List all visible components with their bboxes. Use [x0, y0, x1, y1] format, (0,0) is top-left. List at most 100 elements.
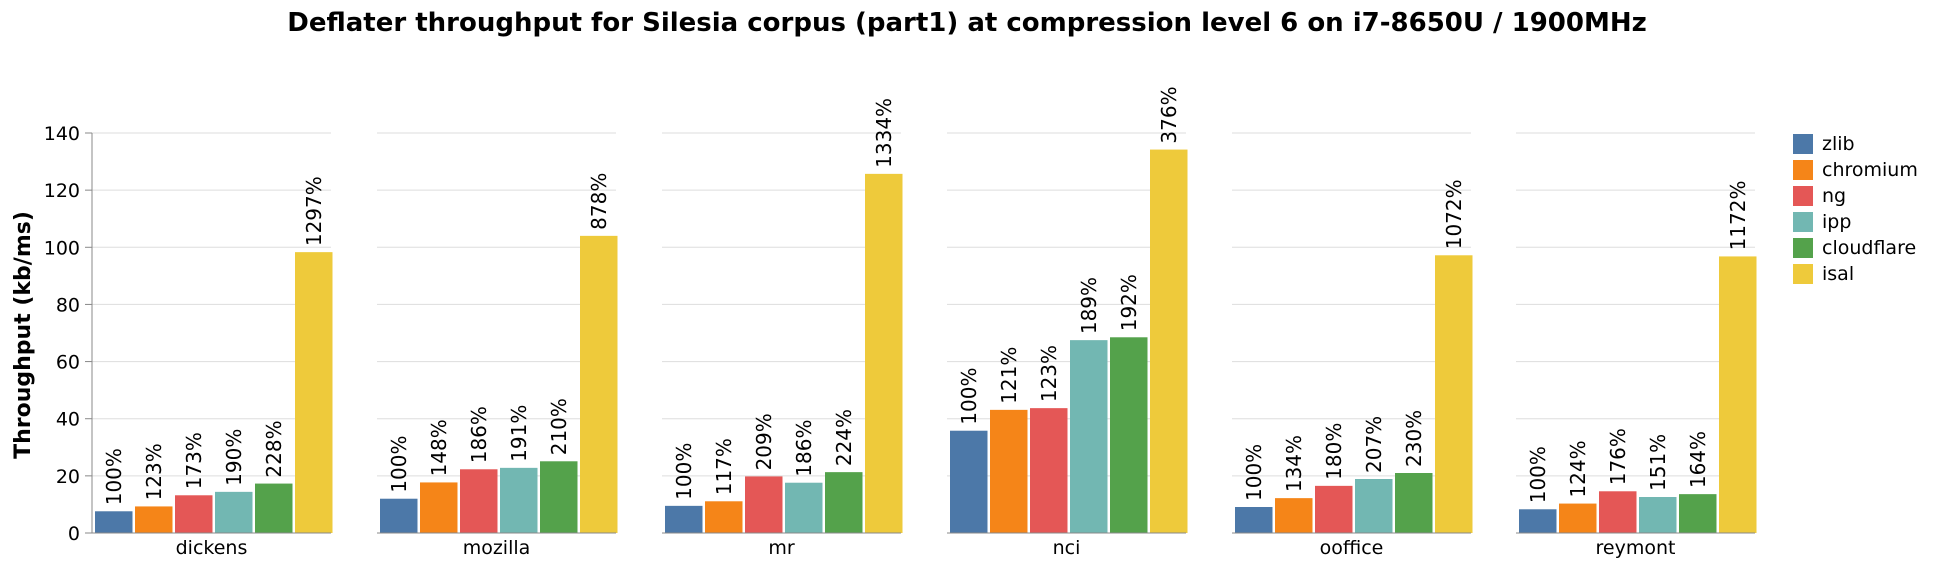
- bar-chromium-dickens: [135, 506, 173, 533]
- panel-dickens: 100% 123% 173% 190% 228% 1297% dickens: [91, 132, 333, 559]
- legend-item-isal: isal: [1793, 263, 1854, 285]
- bar-ng-mr: [745, 476, 783, 533]
- bar-ipp-ooffice: [1355, 479, 1393, 533]
- data-label-ng-dickens: 173%: [182, 432, 206, 489]
- legend-label-zlib: zlib: [1822, 133, 1855, 155]
- bar-isal-reymont: [1719, 256, 1757, 533]
- data-label-zlib-mr: 100%: [672, 443, 696, 500]
- bar-isal-ooffice: [1435, 255, 1473, 534]
- panel-mr: 100% 117% 209% 186% 224% 1334% mr: [662, 98, 903, 559]
- data-label-cloudflare-mozilla: 210%: [547, 398, 571, 455]
- y-tick-label: 120: [44, 180, 80, 202]
- chart-title: Deflater throughput for Silesia corpus (…: [287, 8, 1647, 38]
- y-tick-label: 20: [56, 466, 80, 488]
- bar-zlib-nci: [950, 430, 988, 533]
- panel-nci: 100% 121% 123% 189% 192% 376% nci: [947, 86, 1188, 559]
- data-label-cloudflare-dickens: 228%: [262, 420, 286, 477]
- category-label-ooffice: ooffice: [1320, 537, 1384, 559]
- bar-cloudflare-mozilla: [540, 461, 578, 533]
- data-label-zlib-nci: 100%: [957, 368, 981, 425]
- legend-label-ng: ng: [1822, 185, 1846, 207]
- y-tick-label: 0: [68, 523, 80, 545]
- data-label-cloudflare-nci: 192%: [1117, 274, 1141, 331]
- bar-isal-nci: [1150, 149, 1188, 534]
- category-label-mr: mr: [768, 537, 795, 559]
- legend-swatch-cloudflare: [1793, 238, 1813, 258]
- data-label-isal-mozilla: 878%: [587, 173, 611, 230]
- data-label-ng-mozilla: 186%: [467, 406, 491, 463]
- legend-item-zlib: zlib: [1793, 133, 1855, 155]
- bar-zlib-reymont: [1519, 509, 1557, 533]
- data-label-cloudflare-reymont: 164%: [1686, 431, 1710, 488]
- panel-mozilla: 100% 148% 186% 191% 210% 878% mozilla: [377, 132, 618, 559]
- bar-zlib-mozilla: [380, 498, 418, 533]
- y-tick-label: 140: [44, 123, 80, 145]
- legend-label-ipp: ipp: [1822, 211, 1851, 233]
- data-label-isal-nci: 376%: [1157, 86, 1181, 143]
- panel-ooffice: 100% 134% 180% 207% 230% 1072% ooffice: [1232, 132, 1473, 559]
- data-label-cloudflare-ooffice: 230%: [1402, 410, 1426, 467]
- bar-ipp-dickens: [215, 491, 253, 533]
- bar-ipp-mr: [785, 482, 823, 533]
- bar-chromium-mr: [705, 501, 743, 533]
- data-label-chromium-reymont: 124%: [1566, 440, 1590, 497]
- data-label-isal-reymont: 1172%: [1726, 181, 1750, 251]
- legend-swatch-isal: [1793, 264, 1813, 284]
- data-label-chromium-ooffice: 134%: [1282, 435, 1306, 492]
- data-label-ipp-ooffice: 207%: [1362, 416, 1386, 473]
- bar-ipp-mozilla: [500, 467, 538, 533]
- bar-ng-nci: [1030, 408, 1068, 533]
- legend: zlib chromium ng ipp cloudflare isal: [1793, 133, 1918, 285]
- legend-swatch-ipp: [1793, 212, 1813, 232]
- bar-ng-reymont: [1599, 491, 1637, 533]
- legend-swatch-chromium: [1793, 160, 1813, 180]
- bar-ng-mozilla: [460, 469, 498, 533]
- y-tick-label: 80: [56, 294, 80, 316]
- plot-layer: 0 20 40 60 80 100 120 140 100% 123% 173% 190% 228% 12…: [44, 86, 1757, 559]
- y-axis-label: Throughput (kb/ms): [11, 211, 36, 459]
- category-label-mozilla: mozilla: [463, 537, 531, 559]
- data-label-ng-nci: 123%: [1037, 345, 1061, 402]
- bar-chromium-mozilla: [420, 482, 458, 533]
- data-label-zlib-mozilla: 100%: [387, 436, 411, 493]
- bar-isal-dickens: [295, 252, 333, 533]
- data-label-ipp-mozilla: 191%: [507, 405, 531, 462]
- data-label-chromium-mr: 117%: [712, 438, 736, 495]
- bar-chromium-ooffice: [1275, 498, 1313, 533]
- bar-isal-mr: [865, 173, 903, 533]
- data-label-ipp-reymont: 151%: [1646, 434, 1670, 491]
- bar-ipp-nci: [1070, 340, 1108, 533]
- data-label-isal-mr: 1334%: [872, 98, 896, 168]
- data-label-ng-ooffice: 180%: [1322, 423, 1346, 480]
- bar-cloudflare-reymont: [1679, 494, 1717, 533]
- bar-cloudflare-ooffice: [1395, 473, 1433, 533]
- data-label-ng-mr: 209%: [752, 413, 776, 470]
- data-label-isal-dickens: 1297%: [302, 176, 326, 246]
- data-label-zlib-dickens: 100%: [102, 448, 126, 505]
- bar-cloudflare-mr: [825, 472, 863, 533]
- data-label-isal-ooffice: 1072%: [1442, 179, 1466, 249]
- data-label-chromium-dickens: 123%: [142, 443, 166, 500]
- legend-swatch-zlib: [1793, 134, 1813, 154]
- data-label-cloudflare-mr: 224%: [832, 409, 856, 466]
- bar-chromium-reymont: [1559, 503, 1597, 533]
- bar-zlib-ooffice: [1235, 507, 1273, 533]
- bar-zlib-mr: [665, 505, 703, 533]
- legend-item-ipp: ipp: [1793, 211, 1851, 233]
- y-tick-label: 100: [44, 237, 80, 259]
- category-label-reymont: reymont: [1596, 537, 1676, 559]
- bar-cloudflare-dickens: [255, 483, 293, 533]
- data-label-chromium-nci: 121%: [997, 347, 1021, 404]
- category-label-dickens: dickens: [176, 537, 248, 559]
- legend-label-isal: isal: [1822, 263, 1854, 285]
- bar-chromium-nci: [990, 409, 1028, 533]
- data-label-chromium-mozilla: 148%: [427, 419, 451, 476]
- legend-label-chromium: chromium: [1822, 159, 1918, 181]
- bar-isal-mozilla: [580, 235, 618, 533]
- bar-ng-ooffice: [1315, 485, 1353, 533]
- legend-label-cloudflare: cloudflare: [1822, 237, 1916, 259]
- y-tick-label: 60: [56, 352, 80, 374]
- legend-item-chromium: chromium: [1793, 159, 1918, 181]
